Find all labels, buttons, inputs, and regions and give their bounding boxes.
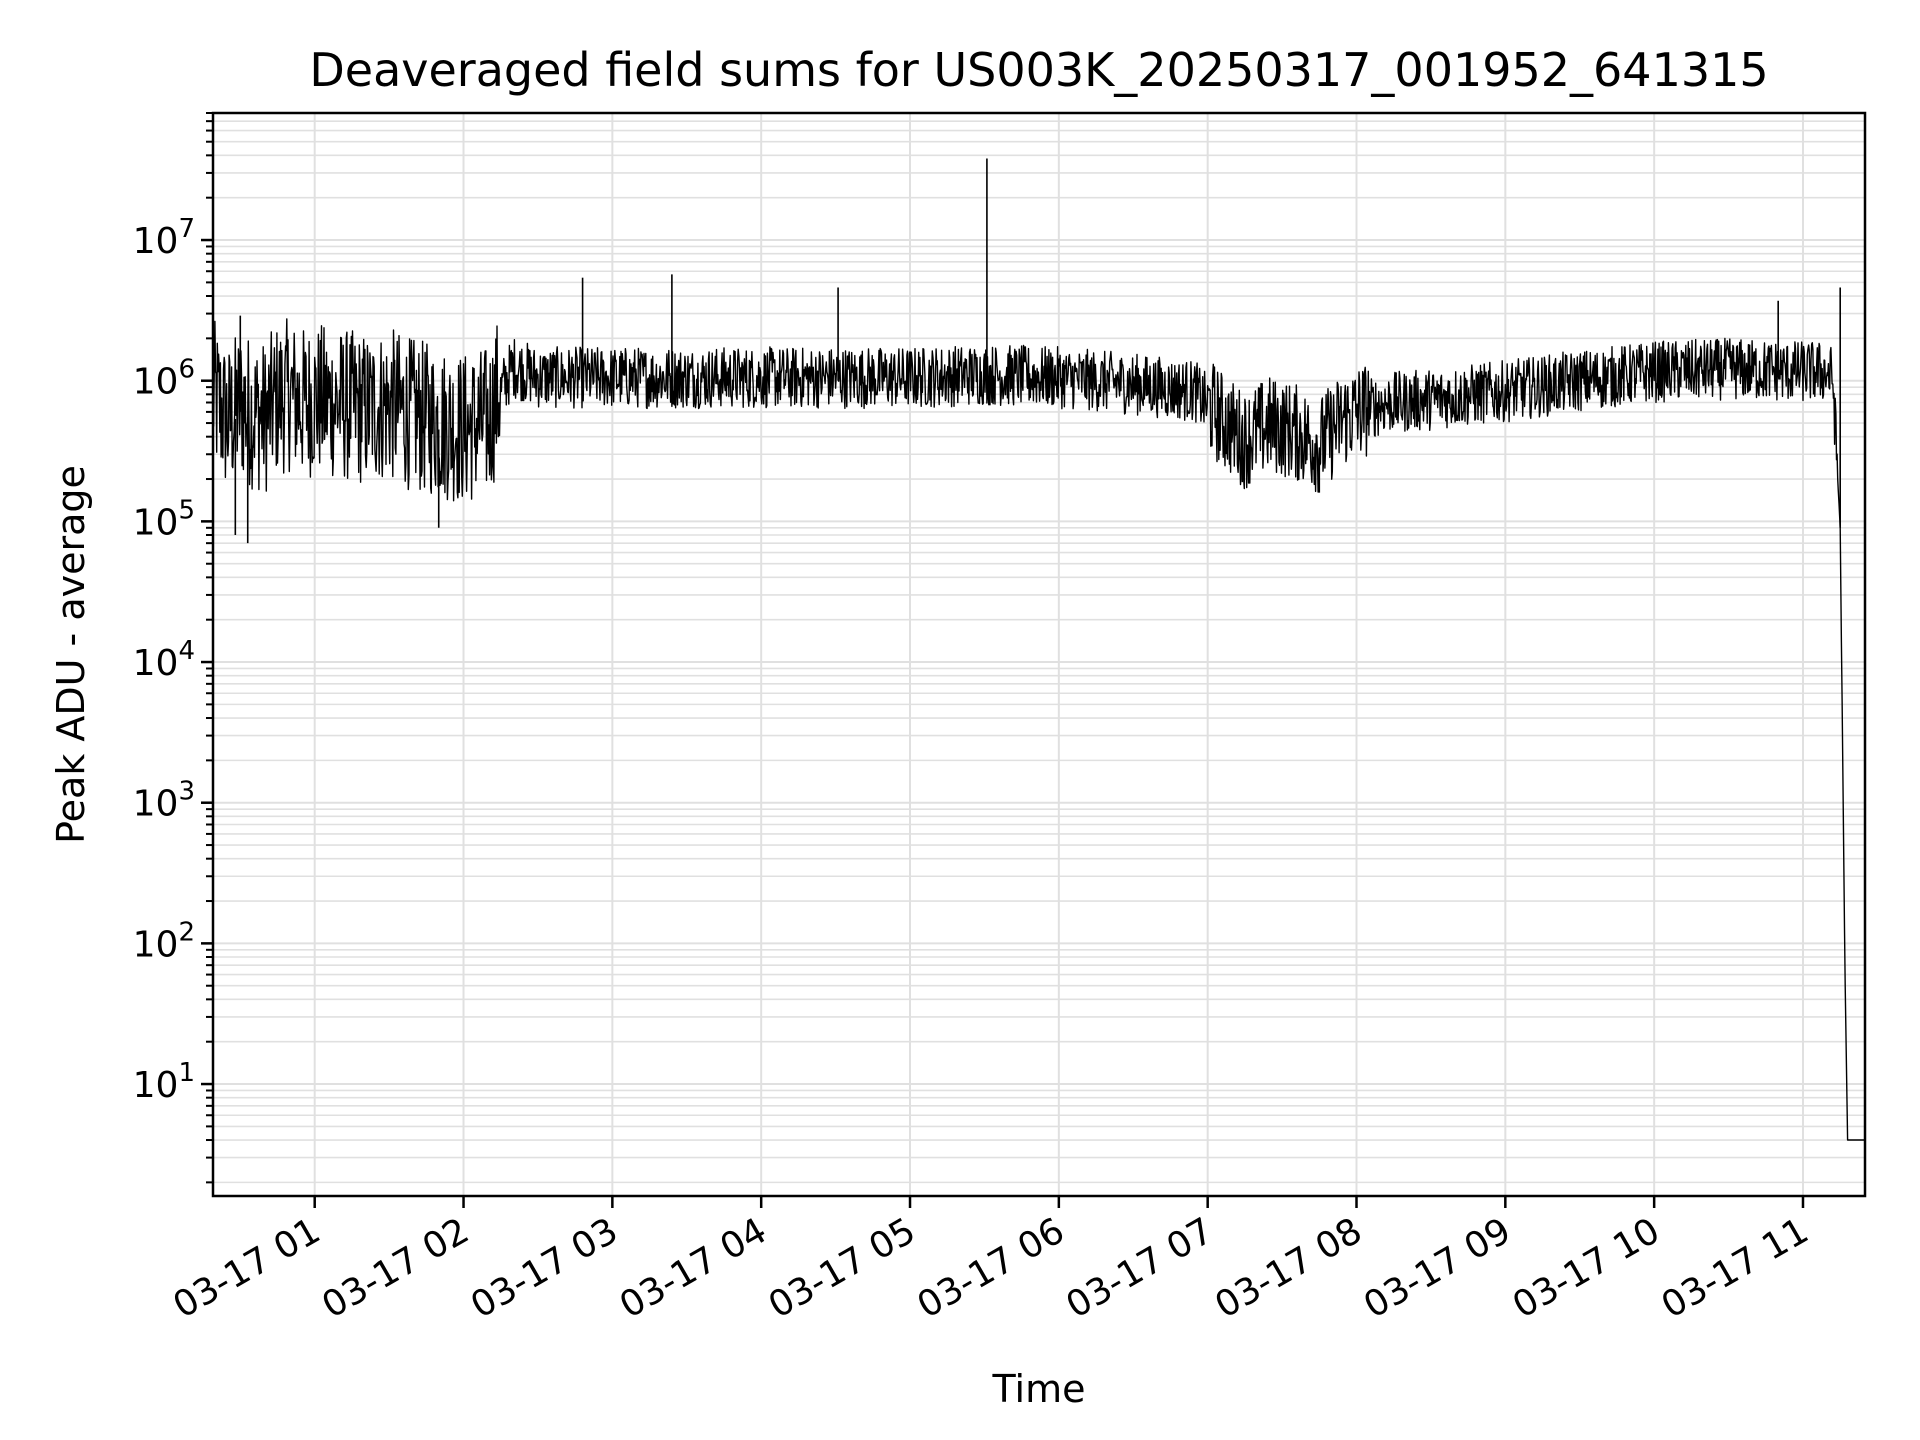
plot-frame (211, 111, 1867, 1198)
x-tick-label: 03-17 10 (1506, 1210, 1667, 1326)
y-tick-label: 107 (133, 214, 195, 262)
y-axis-label: Peak ADU - average (49, 465, 93, 844)
y-tick-label: 104 (133, 636, 195, 684)
series-layer (212, 158, 1866, 1141)
x-tick-label: 03-17 04 (613, 1210, 774, 1326)
y-tick-label: 105 (133, 495, 195, 543)
grid (213, 112, 1865, 1196)
y-tick-label: 102 (133, 917, 195, 965)
chart-title: Deaveraged field sums for US003K_2025031… (309, 43, 1768, 97)
y-tick-label: 106 (133, 355, 195, 403)
x-tick-label: 03-17 06 (911, 1210, 1072, 1326)
x-tick-label: 03-17 08 (1208, 1210, 1369, 1326)
x-tick-label: 03-17 01 (167, 1210, 328, 1326)
x-tick-label: 03-17 02 (315, 1210, 476, 1326)
x-tick-label: 03-17 05 (762, 1210, 923, 1326)
x-tick-label: 03-17 03 (464, 1210, 625, 1326)
x-axis-label: Time (992, 1367, 1086, 1411)
x-tick-label: 03-17 11 (1655, 1210, 1816, 1326)
series-line (212, 318, 1866, 1141)
y-tick-label: 103 (133, 777, 195, 825)
y-tick-label: 101 (133, 1058, 195, 1106)
x-tick-label: 03-17 09 (1357, 1210, 1518, 1326)
x-tick-label: 03-17 07 (1059, 1210, 1220, 1326)
